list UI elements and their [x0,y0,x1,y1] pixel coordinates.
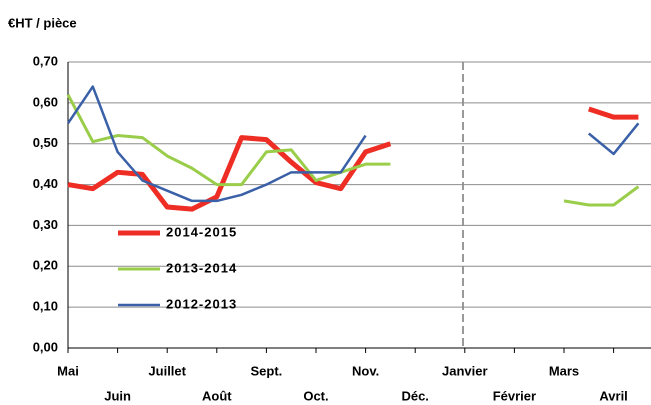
x-tick-label: Sept. [251,363,283,378]
y-tick-label: 0,40 [33,176,58,191]
series-line [67,106,639,212]
x-tick-label: Août [202,388,232,403]
chart-title: €HT / pièce [8,15,77,30]
legend-label: 2012-2013 [166,296,237,311]
y-tick-label: 0,30 [33,217,58,232]
series-line [66,85,640,203]
x-tick-label: Oct. [303,388,328,403]
y-tick-label: 0,70 [33,53,58,68]
legend-label: 2014-2015 [166,224,237,239]
x-tick-label: Février [493,388,536,403]
x-tick-label: Déc. [401,388,428,403]
y-tick-label: 0,60 [33,94,58,109]
x-tick-label: Avril [599,388,627,403]
x-tick-label: Juin [104,388,131,403]
y-tick-label: 0,50 [33,135,58,150]
x-tick-label: Nov. [352,363,379,378]
x-tick-label: Mai [57,363,79,378]
x-tick-label: Mars [549,363,579,378]
x-tick-label: Janvier [442,363,488,378]
series-line [66,93,640,207]
y-tick-label: 0,10 [33,299,58,314]
y-tick-label: 0,00 [33,339,58,354]
y-tick-label: 0,20 [33,258,58,273]
x-tick-label: Juillet [148,363,186,378]
legend-label: 2013-2014 [166,260,237,275]
